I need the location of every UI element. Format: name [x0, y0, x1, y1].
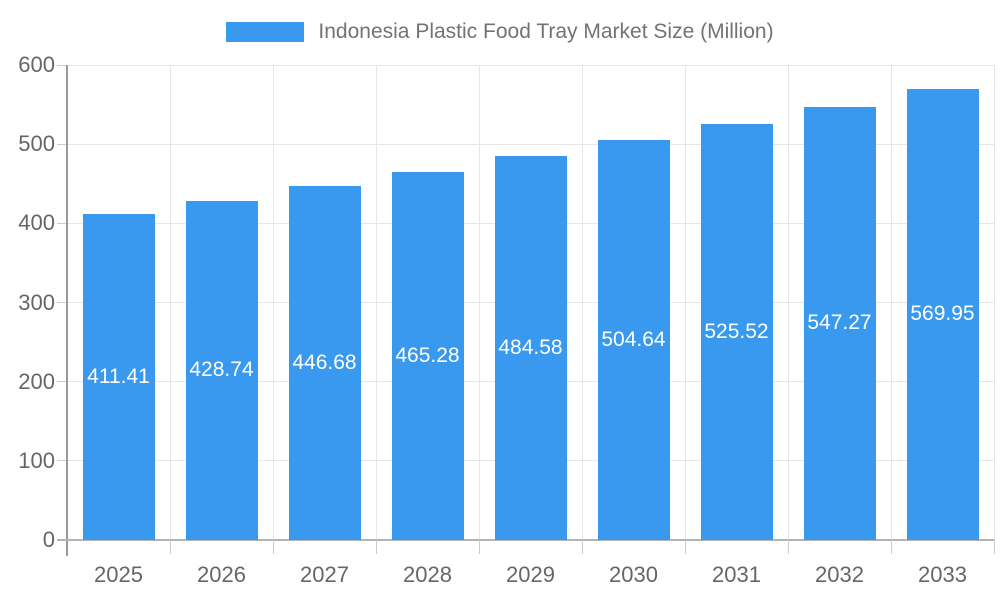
x-axis-label: 2028	[403, 562, 452, 587]
x-tick-mark	[890, 540, 892, 554]
y-axis-line	[66, 65, 68, 556]
gridline-vertical	[684, 65, 686, 540]
legend-swatch[interactable]	[226, 22, 305, 42]
x-axis-line	[57, 539, 994, 541]
gridline-vertical	[478, 65, 480, 540]
bar-2028[interactable]	[391, 171, 464, 540]
bar-value-label: 547.27	[807, 311, 872, 335]
x-tick-mark	[169, 540, 171, 554]
gridline-vertical	[375, 65, 377, 540]
y-axis-label: 100	[18, 447, 55, 473]
gridline-horizontal	[67, 143, 994, 145]
legend-label: Indonesia Plastic Food Tray Market Size …	[318, 20, 774, 43]
x-axis-label: 2031	[712, 562, 761, 587]
bar-2027[interactable]	[288, 186, 361, 540]
gridline-horizontal	[67, 64, 994, 66]
y-tick-mark	[57, 143, 67, 145]
y-axis-label: 300	[18, 289, 55, 315]
bar-value-label: 411.41	[87, 365, 150, 389]
bar-value-label: 484.58	[498, 336, 563, 360]
x-axis-label: 2025	[94, 562, 143, 587]
x-axis-label: 2032	[815, 562, 864, 587]
gridline-vertical	[890, 65, 892, 540]
y-axis-label: 600	[18, 52, 55, 77]
gridline-vertical	[272, 65, 274, 540]
bar-2033[interactable]	[906, 88, 979, 540]
x-axis-label: 2027	[300, 562, 349, 587]
legend[interactable]: Indonesia Plastic Food Tray Market Size …	[0, 18, 1000, 46]
gridline-vertical	[581, 65, 583, 540]
y-axis-label: 400	[18, 210, 55, 236]
y-axis-label: 200	[18, 368, 55, 394]
x-tick-mark	[787, 540, 789, 554]
bar-value-label: 569.95	[910, 302, 975, 326]
x-axis-label: 2030	[609, 562, 658, 587]
bar-value-label: 525.52	[704, 319, 769, 343]
x-tick-mark	[993, 540, 995, 554]
x-axis-label: 2033	[918, 562, 967, 587]
x-tick-mark	[375, 540, 377, 554]
y-axis-label: 0	[42, 527, 55, 552]
gridline-vertical	[993, 65, 995, 540]
y-tick-mark	[57, 302, 67, 303]
bar-value-label: 504.64	[601, 328, 666, 352]
y-axis-label: 500	[18, 131, 55, 157]
bar-2026[interactable]	[185, 200, 258, 540]
gridline-vertical	[787, 65, 789, 540]
bar-2032[interactable]	[803, 106, 876, 540]
bar-value-label: 428.74	[189, 358, 254, 382]
bar-2029[interactable]	[494, 156, 567, 540]
y-tick-mark	[57, 460, 67, 462]
x-tick-mark	[684, 540, 686, 554]
bar-2031[interactable]	[700, 123, 773, 540]
bar-2030[interactable]	[597, 140, 670, 540]
bar-value-label: 446.68	[292, 351, 357, 375]
x-axis-label: 2029	[506, 562, 555, 587]
gridline-vertical	[169, 65, 171, 540]
y-tick-mark	[57, 381, 67, 383]
x-axis-label: 2026	[197, 562, 246, 587]
x-tick-mark	[581, 540, 583, 554]
bar-value-label: 465.28	[395, 343, 460, 367]
bar-2025[interactable]	[82, 214, 155, 540]
y-tick-mark	[57, 222, 67, 224]
y-tick-mark	[57, 64, 67, 66]
x-tick-mark	[478, 540, 480, 554]
x-tick-mark	[272, 540, 274, 554]
